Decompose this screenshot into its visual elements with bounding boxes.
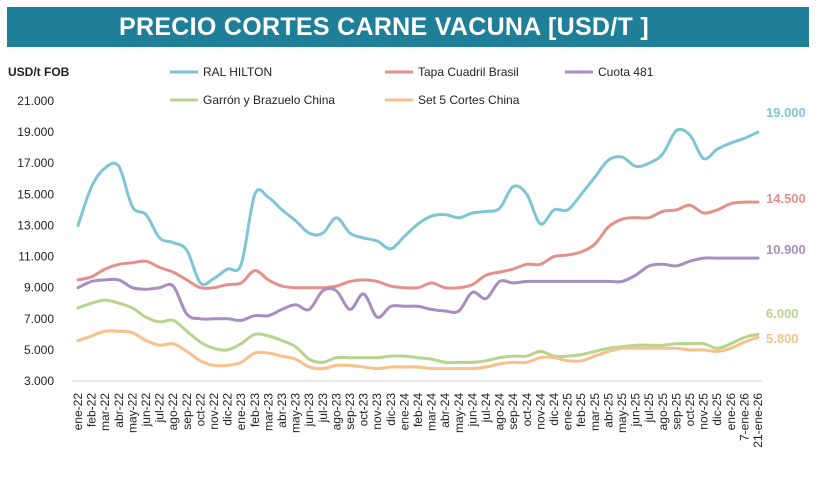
y-axis-ticks: 21.000 19.000 17.000 15.000 13.000 11.000 9.00… bbox=[17, 94, 54, 388]
x-tick-label: sep-22 bbox=[180, 393, 194, 430]
x-tick-label: mar-25 bbox=[588, 393, 602, 431]
x-tick-label: feb-22 bbox=[85, 393, 99, 427]
end-value-label-1: 14.500 bbox=[766, 191, 806, 206]
x-tick-label: oct-22 bbox=[193, 393, 207, 427]
x-tick-label: ene-23 bbox=[234, 393, 248, 431]
x-tick-label: jun-25 bbox=[629, 393, 643, 428]
x-tick-label: oct-25 bbox=[683, 393, 697, 427]
x-tick-label: mar-24 bbox=[425, 393, 439, 431]
y-tick-label: 15.000 bbox=[17, 187, 54, 201]
legend-entry-4: Set 5 Cortes China bbox=[418, 93, 520, 107]
x-tick-label: abr-24 bbox=[438, 393, 452, 428]
legend-entry-0: RAL HILTON bbox=[203, 65, 272, 79]
x-tick-label: sep-23 bbox=[343, 393, 357, 430]
x-tick-label: may-24 bbox=[452, 393, 466, 433]
x-tick-label: feb-23 bbox=[248, 393, 262, 427]
x-tick-label: 7-ene-26 bbox=[737, 393, 751, 441]
end-value-label-2: 10.900 bbox=[766, 242, 806, 257]
y-tick-label: 19.000 bbox=[17, 125, 54, 139]
x-tick-label: ago-22 bbox=[166, 393, 180, 431]
x-tick-label: ago-23 bbox=[329, 393, 343, 431]
x-tick-label: jul-25 bbox=[642, 393, 656, 424]
y-tick-label: 21.000 bbox=[17, 94, 54, 108]
series-lines bbox=[76, 127, 760, 371]
x-tick-label: mar-23 bbox=[261, 393, 275, 431]
chart-title: PRECIO CORTES CARNE VACUNA [USD/T ] bbox=[119, 12, 649, 41]
end-value-label-3: 6.000 bbox=[766, 306, 799, 321]
legend-entry-1: Tapa Cuadril Brasil bbox=[418, 65, 519, 79]
x-tick-label: dic-23 bbox=[384, 393, 398, 426]
x-tick-label: may-22 bbox=[125, 393, 139, 433]
x-tick-label: ene-22 bbox=[71, 393, 85, 431]
x-tick-label: jul-24 bbox=[479, 393, 493, 424]
x-tick-label: jul-22 bbox=[153, 393, 167, 424]
y-tick-label: 9.000 bbox=[24, 281, 54, 295]
x-tick-label: nov-22 bbox=[207, 393, 221, 430]
x-tick-label: jun-23 bbox=[302, 393, 316, 428]
x-tick-label: ago-24 bbox=[493, 393, 507, 431]
x-tick-label: nov-25 bbox=[697, 393, 711, 430]
x-tick-label: dic-25 bbox=[710, 393, 724, 426]
x-tick-label: 21-ene-26 bbox=[751, 393, 765, 448]
x-tick-label: abr-22 bbox=[112, 393, 126, 428]
legend-entry-3: Garrón y Brazuelo China bbox=[203, 93, 335, 107]
x-tick-label: ene-25 bbox=[561, 393, 575, 431]
x-tick-label: oct-23 bbox=[357, 393, 371, 427]
legend-entry-2: Cuota 481 bbox=[598, 65, 654, 79]
x-tick-label: nov-24 bbox=[533, 393, 547, 430]
x-tick-label: abr-25 bbox=[601, 393, 615, 428]
x-tick-label: feb-25 bbox=[574, 393, 588, 427]
x-tick-label: sep-25 bbox=[669, 393, 683, 430]
y-tick-label: 5.000 bbox=[24, 343, 54, 357]
x-tick-label: may-23 bbox=[289, 393, 303, 433]
y-tick-label: 13.000 bbox=[17, 218, 54, 232]
y-tick-label: 11.000 bbox=[18, 250, 54, 264]
x-tick-label: may-25 bbox=[615, 393, 629, 433]
x-tick-label: jun-24 bbox=[465, 393, 479, 428]
x-tick-label: jul-23 bbox=[316, 393, 330, 424]
x-tick-label: mar-22 bbox=[98, 393, 112, 431]
x-axis-ticks: ene-22 feb-22 mar-22 abr-22 may-22 jun-22 jul-… bbox=[71, 393, 765, 448]
x-tick-label: dic-24 bbox=[547, 393, 561, 426]
series-line-1 bbox=[76, 200, 760, 290]
end-value-label-0: 19.000 bbox=[766, 105, 806, 120]
x-tick-label: ene-24 bbox=[397, 393, 411, 431]
y-tick-label: 7.000 bbox=[24, 312, 54, 326]
x-tick-label: sep-24 bbox=[506, 393, 520, 430]
series-line-3 bbox=[76, 298, 760, 365]
x-tick-label: oct-24 bbox=[520, 393, 534, 427]
x-tick-label: ene-26 bbox=[724, 393, 738, 431]
chart-title-bar: PRECIO CORTES CARNE VACUNA [USD/T ] bbox=[7, 7, 809, 47]
end-value-labels: 19.000 14.500 10.900 6.000 5.800 bbox=[766, 105, 806, 346]
end-value-label-4: 5.800 bbox=[766, 331, 799, 346]
series-line-2 bbox=[76, 256, 760, 322]
y-tick-label: 17.000 bbox=[17, 156, 54, 170]
y-tick-label: 3.000 bbox=[24, 374, 54, 388]
series-line-4 bbox=[76, 329, 760, 371]
series-line-0 bbox=[76, 127, 760, 287]
x-tick-label: abr-23 bbox=[275, 393, 289, 428]
x-tick-label: feb-24 bbox=[411, 393, 425, 427]
x-tick-label: ago-25 bbox=[656, 393, 670, 431]
y-axis-label: USD/t FOB bbox=[8, 65, 70, 79]
legend: RAL HILTON Tapa Cuadril Brasil Cuota 481 Ga… bbox=[170, 65, 654, 107]
x-tick-label: jun-22 bbox=[139, 393, 153, 428]
x-tick-label: nov-23 bbox=[370, 393, 384, 430]
x-tick-label: dic-22 bbox=[221, 393, 235, 426]
